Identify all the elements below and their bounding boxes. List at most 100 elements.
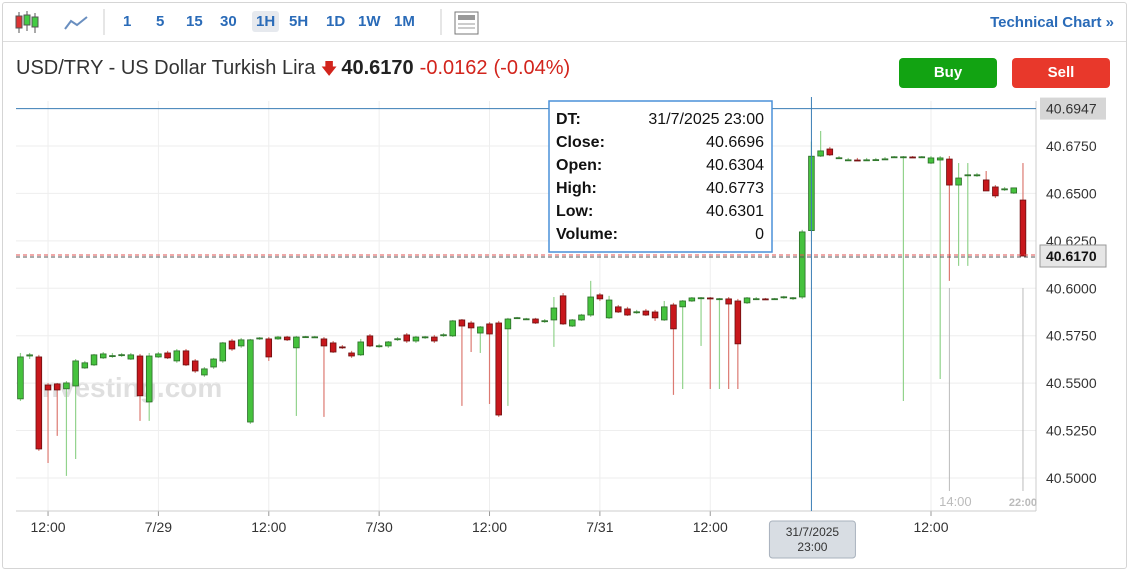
candle-body [348,352,355,357]
candle-body [63,382,70,390]
candle-body [99,353,107,359]
crosshair-price-box [1040,97,1106,120]
candle-body [642,310,650,316]
interval-button[interactable]: 1D [326,13,346,30]
candle-body [964,174,972,177]
candle-body [329,342,337,353]
interval-button[interactable]: 5H [289,13,309,30]
interval-button[interactable]: 30 [220,13,237,30]
y-tick-label: 40.6250 [1046,233,1097,249]
interval-button[interactable]: 1 [123,13,132,30]
x-tick-label: 7/31 [586,519,613,535]
candle-body [679,300,686,308]
candle-body [909,156,916,159]
candle-body [523,318,530,321]
candle-body [688,297,696,302]
candle-body [237,339,245,347]
area-icon[interactable] [64,16,88,30]
candle-body [90,354,98,366]
toolbar-icons [15,9,442,35]
interval-button[interactable]: 1W [358,13,381,30]
crosshair-date-part: 31/7/2025 [786,525,840,539]
candle-body [762,298,769,301]
indicator-icon[interactable] [453,9,481,37]
candle-body [587,296,594,316]
buy-button[interactable]: Buy [899,58,997,88]
candle-body [605,299,613,319]
sell-button[interactable]: Sell [1012,58,1110,88]
candle-body [118,354,125,357]
tooltip-value: 40.6773 [706,180,764,197]
x-tick-label: 12:00 [472,519,507,535]
tooltip-value: 40.6301 [706,203,764,220]
candle-body [697,297,705,300]
candle-body [817,150,824,157]
y-tick-label: 40.5250 [1046,423,1097,439]
candle-body [394,338,401,341]
candle-body [881,158,889,161]
interval-button[interactable]: 15 [186,13,203,30]
interval-button[interactable]: 1H [252,11,280,32]
candle-body [992,186,999,197]
candle-body [854,159,861,162]
candle-body [53,383,61,391]
interval-button[interactable]: 1M [394,13,415,30]
candle-body [752,298,760,301]
tooltip-value: 40.6304 [706,157,764,174]
candle-body [559,295,567,325]
candle-body [651,311,659,319]
candle-body [826,148,834,156]
candle-body [982,179,990,192]
candle-body [155,353,162,358]
interval-button[interactable]: 5 [156,13,165,30]
candle-body [421,336,429,339]
candle-body [35,356,43,450]
candle-body [578,314,585,321]
candle-body [955,177,962,186]
candle-body [835,157,843,160]
candle-body [440,334,447,337]
crosshair-date-label: 31/7/2025 23:00 [786,525,840,554]
candle-body [661,306,668,321]
tooltip-box [548,100,773,253]
candle-body [173,350,181,362]
candle-body [283,336,291,341]
candle-body [1001,188,1008,191]
y-tick-label: 40.6500 [1046,185,1097,201]
candle-body [302,336,309,339]
time-marker-label: 14:00 [939,494,972,509]
candle-body [375,345,383,348]
candle-body [311,336,319,339]
candle-body [808,155,815,231]
candle-body [293,336,300,349]
candle-body [596,294,604,300]
candle-body [449,320,456,337]
candle-body [274,336,282,340]
candle-body [320,338,328,347]
candle-body [431,336,438,342]
crosshair-date-part: 23:00 [797,540,827,554]
x-tick-label: 7/29 [145,519,172,535]
candle-body [1019,199,1027,257]
tooltip-label: Volume: [556,226,618,243]
candle-body [707,297,714,300]
crosshair-date-box [768,520,856,559]
candle-body [357,341,365,356]
y-tick-label: 40.5500 [1046,375,1097,391]
technical-chart-link[interactable]: Technical Chart » [990,14,1114,31]
tooltip-label: High: [556,180,597,197]
x-tick-label: 7/30 [366,519,393,535]
candle-body [936,157,944,161]
tooltip-label: DT: [556,111,581,128]
last-price-box [1039,244,1107,268]
candle-body [247,339,254,423]
candle-icon[interactable] [15,11,39,33]
candle-body [385,341,392,347]
candle-body [927,157,935,164]
candle-body [495,322,502,416]
candle-body [624,308,631,316]
candle-body [26,354,33,357]
change-percent: (-0.04%) [493,57,571,79]
candle-body [109,355,116,358]
